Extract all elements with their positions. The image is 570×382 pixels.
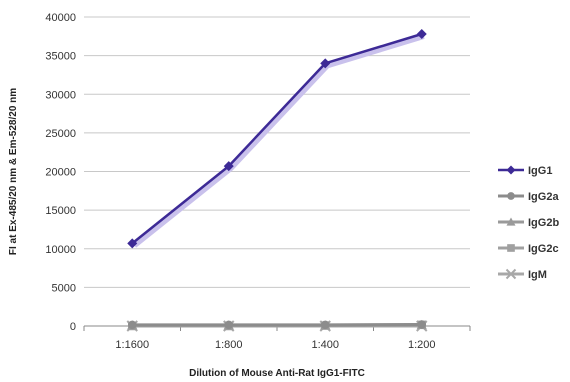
data-point (224, 320, 233, 330)
legend: IgG1 IgG2a IgG2b IgG2c IgM (498, 165, 559, 281)
legend-marker (505, 268, 517, 280)
y-tick-label: 40000 (45, 12, 76, 24)
data-point (128, 320, 137, 330)
legend-item: IgG2a (498, 191, 559, 203)
data-point (320, 58, 331, 69)
legend-item: IgG2b (498, 217, 559, 229)
data-point (416, 28, 427, 39)
legend-label: IgM (528, 269, 547, 281)
y-tick-label: 10000 (45, 244, 76, 256)
series-layer (126, 28, 428, 332)
legend-marker (506, 165, 516, 175)
series-igg2a (128, 320, 426, 330)
legend-marker (506, 217, 516, 226)
legend-label: IgG2a (528, 191, 559, 203)
legend-item: IgM (498, 268, 547, 281)
x-tick-label: 1:1600 (115, 339, 149, 351)
data-point (321, 320, 330, 330)
legend-item: IgG1 (498, 165, 552, 177)
x-tick-label: 1:400 (311, 339, 339, 351)
series-line (131, 32, 423, 245)
data-point (223, 161, 234, 172)
y-tick-label: 35000 (45, 51, 76, 63)
y-tick-label: 0 (70, 321, 76, 333)
data-point (417, 320, 426, 329)
gridlines (84, 16, 470, 288)
y-axis-ticks: 0 5000 10000 15000 20000 25000 30000 35000 40000 (45, 12, 76, 333)
y-tick-label: 30000 (45, 89, 76, 101)
series-igg1 (127, 28, 427, 249)
series-line-shadow (132, 33, 425, 248)
y-tick-label: 25000 (45, 128, 76, 140)
x-tick-label: 1:200 (408, 339, 436, 351)
legend-label: IgG1 (528, 165, 552, 177)
legend-item: IgG2c (498, 243, 559, 255)
legend-marker (507, 192, 515, 200)
y-tick-label: 5000 (52, 282, 76, 294)
y-tick-label: 20000 (45, 167, 76, 179)
legend-label: IgG2c (528, 243, 559, 255)
x-axis-title: Dilution of Mouse Anti-Rat IgG1-FITC (189, 368, 365, 379)
legend-marker (507, 244, 515, 252)
y-tick-label: 15000 (45, 205, 76, 217)
x-tick-label: 1:800 (215, 339, 243, 351)
x-axis-ticks: 1:1600 1:800 1:400 1:200 (83, 326, 471, 351)
legend-label: IgG2b (528, 217, 559, 229)
y-axis-title: FI at Ex-485/20 nm & Em-528/20 nm (8, 88, 19, 255)
data-point (127, 238, 138, 249)
